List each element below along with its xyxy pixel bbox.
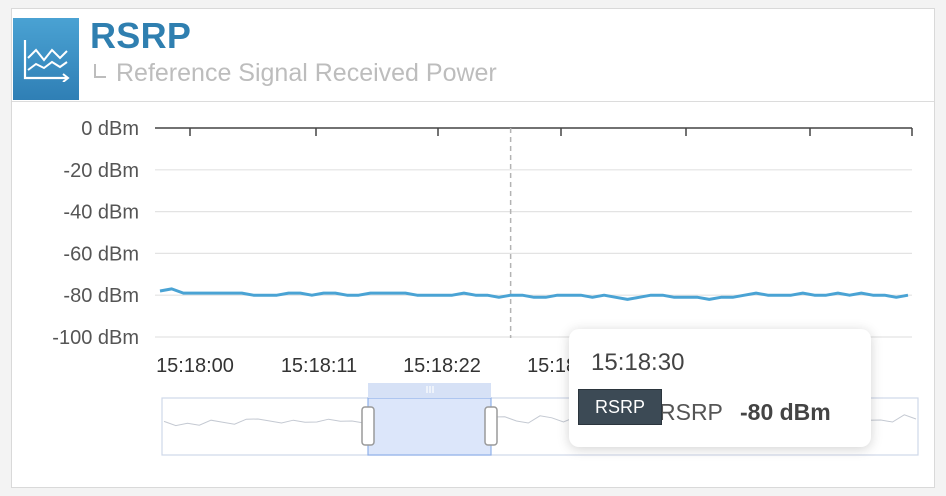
x-tick-label: 15:18:00 xyxy=(156,355,234,377)
y-tick-label: -60 dBm xyxy=(63,243,139,265)
y-tick-label: 0 dBm xyxy=(81,118,139,140)
tooltip-series-name: RSRP xyxy=(659,399,723,425)
slider-window[interactable] xyxy=(367,397,492,456)
tooltip-time: 15:18:30 xyxy=(591,349,685,376)
series-line-rsrp xyxy=(159,287,909,301)
y-tick-label: -100 dBm xyxy=(52,327,139,349)
chart-subtitle: Reference Signal Received Power xyxy=(116,59,497,87)
x-tick-label: 15:18:11 xyxy=(281,355,357,377)
slider-handle-right[interactable] xyxy=(484,406,498,446)
y-tick-label: -20 dBm xyxy=(63,160,139,182)
x-tick-label: 15:18:22 xyxy=(403,355,481,377)
y-axis-labels: 0 dBm -20 dBm -40 dBm -60 dBm -80 dBm -100 dB… xyxy=(52,118,139,349)
tooltip: 15:18:30 RSRP -80 dBm xyxy=(569,329,871,447)
card-header: RSRP Reference Signal Received Power xyxy=(12,9,934,102)
x-axis xyxy=(155,127,913,136)
subtitle-arrow-icon xyxy=(94,64,106,78)
grid-lines xyxy=(155,169,912,338)
y-tick-label: -80 dBm xyxy=(63,285,139,307)
slider-handle-left[interactable] xyxy=(361,406,375,446)
line-chart-icon xyxy=(13,18,79,100)
grip-icon xyxy=(426,386,434,393)
tooltip-value: -80 dBm xyxy=(740,399,831,425)
series-name-label: RSRP xyxy=(578,389,662,425)
x-axis-labels: 15:18:00 15:18:11 15:18:22 15:18:33 xyxy=(156,355,605,377)
series-name-label-text: RSRP xyxy=(594,397,645,417)
chart-title: RSRP xyxy=(90,15,192,56)
y-tick-label: -40 dBm xyxy=(63,202,139,224)
